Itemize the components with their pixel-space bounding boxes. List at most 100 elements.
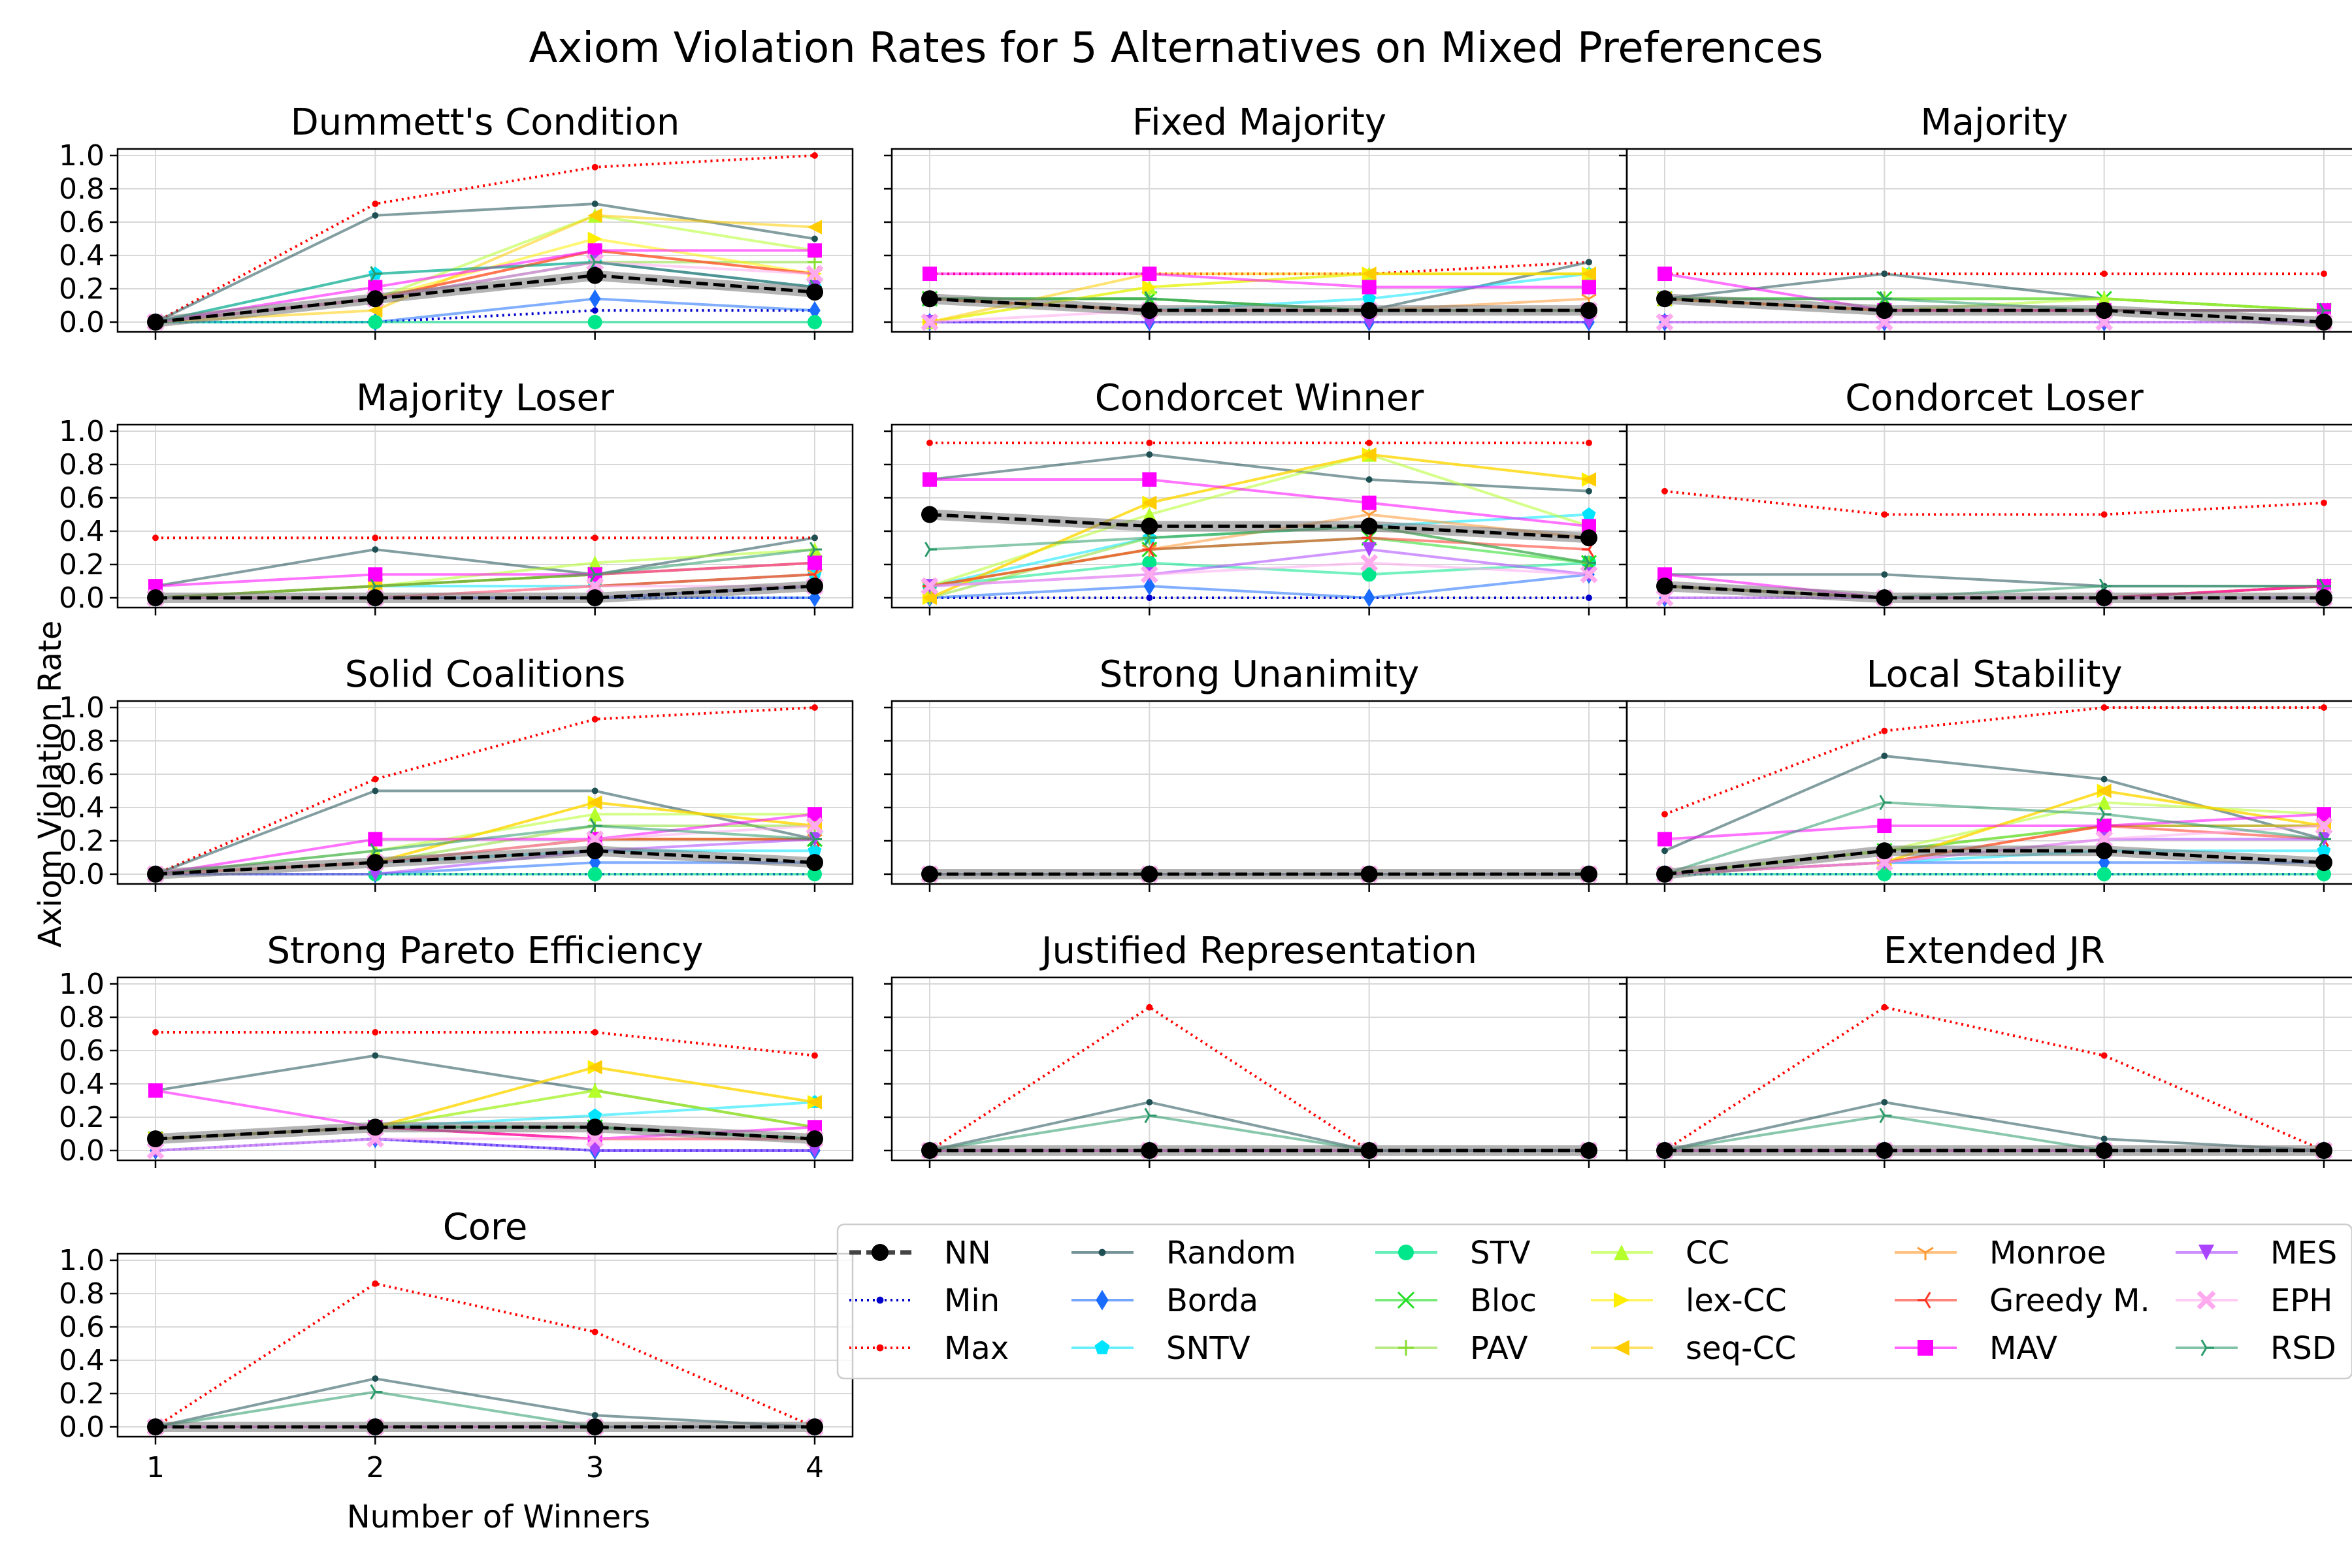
axes-frame — [116, 423, 854, 609]
data-point — [2317, 807, 2331, 822]
x-axis-label: Number of Winners — [347, 1499, 650, 1535]
series-line — [1665, 297, 2324, 312]
series-line — [1664, 754, 2325, 853]
y-axis-label: Axiom Violation Rate — [32, 621, 69, 947]
legend-marker — [1098, 1249, 1106, 1256]
series-line — [929, 513, 1590, 540]
data-point — [586, 1119, 604, 1136]
data-point — [1141, 517, 1158, 535]
panel-title: Strong Unanimity — [1100, 653, 1419, 696]
data-point — [1582, 280, 1596, 295]
data-point — [587, 807, 602, 822]
y-tick-label: 0.4 — [59, 1344, 105, 1377]
data-point — [587, 1060, 602, 1075]
series-line — [155, 1137, 815, 1152]
series-line — [155, 154, 815, 323]
legend-marker — [2200, 1339, 2214, 1356]
data-point — [372, 201, 379, 207]
series-nn — [147, 842, 823, 883]
data-point — [1362, 280, 1377, 295]
legend-entry-random: Random — [1071, 1235, 1296, 1271]
data-point — [586, 589, 604, 606]
data-point — [587, 867, 602, 881]
data-point — [806, 817, 824, 835]
series-line — [1664, 1100, 2325, 1152]
data-point — [147, 1418, 164, 1435]
y-tick-label: 0.8 — [59, 1001, 105, 1034]
series-line — [1664, 584, 2324, 600]
legend-entry-lex-cc: lex-CC — [1591, 1282, 1787, 1319]
series-nn — [147, 1418, 823, 1435]
panel-fixed-majority: Fixed Majority — [884, 101, 1628, 340]
data-point — [1146, 1099, 1153, 1106]
panel-title: Justified Representation — [1039, 930, 1477, 972]
legend-entry-seq-cc: seq-CC — [1591, 1330, 1796, 1367]
series-line — [154, 1282, 815, 1428]
data-point — [2315, 314, 2332, 331]
data-point — [2100, 704, 2108, 711]
data-point — [2321, 704, 2327, 711]
data-point — [372, 1029, 379, 1036]
data-point — [2100, 1135, 2108, 1143]
data-point — [591, 201, 598, 207]
data-point — [1142, 267, 1157, 282]
data-point — [1365, 476, 1373, 483]
series-line — [928, 1005, 1589, 1152]
series-random — [926, 451, 1592, 495]
series-nn — [1656, 290, 2332, 331]
legend-label: Monroe — [1989, 1235, 2106, 1271]
series-nn — [147, 578, 823, 606]
data-point — [367, 290, 384, 308]
data-point — [1146, 595, 1153, 601]
data-point — [1586, 487, 1592, 495]
series-mav — [923, 267, 1596, 295]
data-point — [926, 439, 933, 446]
data-point — [589, 566, 602, 583]
data-point — [372, 1280, 379, 1287]
data-point — [370, 266, 383, 282]
data-point — [591, 534, 598, 542]
panel-title: Majority — [1920, 101, 2068, 144]
data-point — [808, 807, 822, 822]
data-point — [1877, 867, 1892, 881]
data-point — [806, 284, 823, 301]
legend-marker — [872, 1244, 889, 1261]
series-line — [929, 297, 1589, 312]
legend-marker — [1398, 1245, 1414, 1260]
series-line — [155, 1377, 815, 1428]
series-nn — [1656, 578, 2332, 606]
y-tick-label: 0.2 — [59, 548, 105, 581]
series-nn — [1656, 1142, 2332, 1159]
data-point — [591, 715, 598, 723]
y-tick-label: 1.0 — [59, 139, 105, 172]
legend-marker — [1917, 1247, 1934, 1260]
data-point — [1877, 819, 1892, 834]
data-point — [2321, 499, 2327, 506]
panel-solid-coalitions: Solid Coalitions 0.00.20.40.60.81.0 — [59, 653, 854, 892]
data-point — [1362, 542, 1377, 557]
series-max — [152, 534, 818, 542]
data-point — [1580, 866, 1597, 883]
legend-marker — [1918, 1292, 1931, 1309]
data-point — [806, 265, 824, 283]
series-max — [152, 152, 818, 325]
panel-local-stability: Local Stability — [1619, 653, 2352, 892]
axes-frame — [116, 148, 854, 333]
data-point — [1142, 495, 1157, 510]
data-point — [368, 303, 383, 318]
series-rsd — [150, 542, 822, 606]
data-point — [809, 542, 822, 557]
data-point — [808, 220, 822, 235]
panel-title: Fixed Majority — [1132, 101, 1386, 144]
data-point — [1360, 517, 1378, 535]
series-line — [930, 261, 1590, 276]
legend-label: Greedy M. — [1989, 1282, 2150, 1319]
data-point — [1362, 567, 1377, 582]
series-line — [1663, 1005, 2325, 1152]
data-point — [806, 1418, 823, 1435]
panel-dummett-s-condition: Dummett's Condition 0.00.20.40.60.81.0 — [59, 101, 854, 340]
data-point — [147, 589, 164, 606]
data-point — [809, 588, 821, 608]
panel-condorcet-winner: Condorcet Winner — [884, 377, 1628, 615]
